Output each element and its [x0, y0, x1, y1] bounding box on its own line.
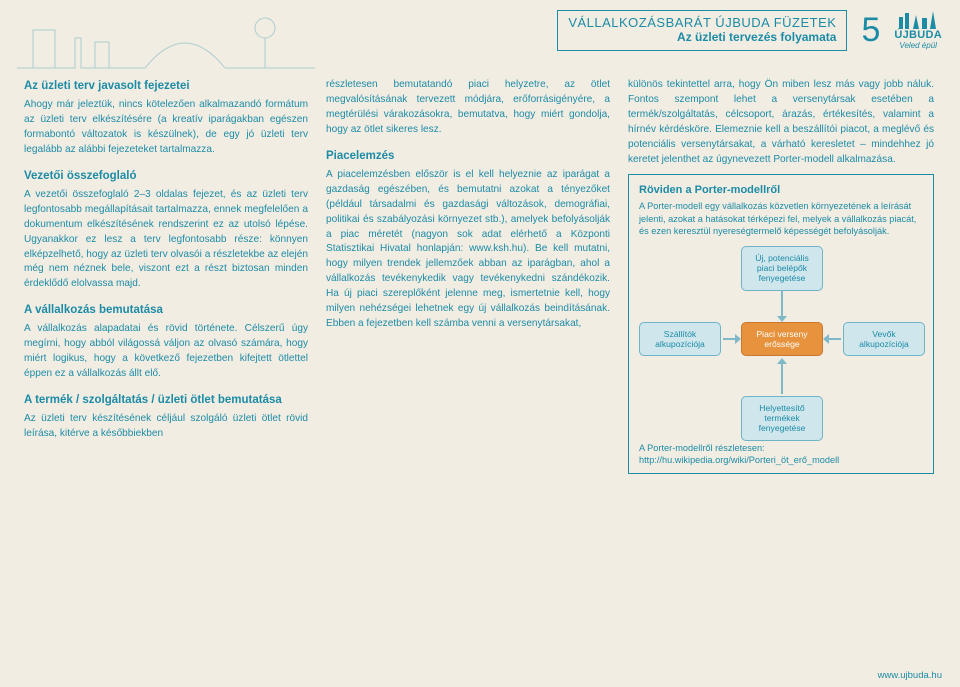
heading-market: Piacelemzés — [326, 148, 610, 165]
logo: ÚJBUDA Veled épül — [894, 11, 942, 50]
text: Ahogy már jeleztük, nincs kötelezően alk… — [24, 98, 308, 158]
porter-footer: A Porter-modellről részletesen: http://h… — [639, 442, 923, 467]
text: Az üzleti terv készítésének céljául szol… — [24, 412, 308, 442]
page-header: VÁLLALKOZÁSBARÁT ÚJBUDA FÜZETEK Az üzlet… — [557, 10, 942, 51]
page-columns: Az üzleti terv javasolt fejezetei Ahogy … — [24, 78, 936, 663]
logo-tag: Veled épül — [899, 41, 937, 50]
column-3: különös tekintettel arra, hogy Ön miben … — [628, 78, 934, 663]
text: különös tekintettel arra, hogy Ön miben … — [628, 78, 934, 168]
arrow-head-icon — [823, 334, 829, 344]
heading-product: A termék / szolgáltatás / üzleti ötlet b… — [24, 392, 308, 409]
porter-node-top: Új, potenciális piaci belépők fenyegetés… — [741, 246, 823, 291]
text: A vállalkozás alapadatai és rövid történ… — [24, 322, 308, 382]
page-number: 5 — [861, 11, 880, 50]
porter-box: Röviden a Porter-modellről A Porter-mode… — [628, 174, 934, 474]
footer-url: www.ujbuda.hu — [878, 670, 942, 681]
series-title: VÁLLALKOZÁSBARÁT ÚJBUDA FÜZETEK — [568, 15, 836, 30]
arrow-head-icon — [735, 334, 741, 344]
logo-name: ÚJBUDA — [894, 29, 942, 41]
column-2: részletesen bemutatandó piaci helyzetre,… — [326, 78, 610, 663]
series-block: VÁLLALKOZÁSBARÁT ÚJBUDA FÜZETEK Az üzlet… — [557, 10, 847, 51]
porter-node-right: Vevők alkupozíciója — [843, 322, 925, 357]
text: A vezetői összefoglaló 2–3 oldalas fejez… — [24, 188, 308, 293]
arrow-line — [781, 360, 783, 394]
porter-node-left: Szállítók alkupozíciója — [639, 322, 721, 357]
arrow-head-icon — [777, 316, 787, 322]
heading-company: A vállalkozás bemutatása — [24, 302, 308, 319]
heading-exec-summary: Vezetői összefoglaló — [24, 168, 308, 185]
heading-chapters: Az üzleti terv javasolt fejezetei — [24, 78, 308, 95]
bg-illustration — [15, 8, 335, 78]
column-1: Az üzleti terv javasolt fejezetei Ahogy … — [24, 78, 308, 663]
text: részletesen bemutatandó piaci helyzetre,… — [326, 78, 610, 138]
logo-skyline-icon — [897, 11, 939, 29]
arrow-head-icon — [777, 358, 787, 364]
porter-node-center: Piaci verseny erőssége — [741, 322, 823, 357]
porter-title: Röviden a Porter-modellről — [639, 183, 923, 198]
series-subtitle: Az üzleti tervezés folyamata — [568, 30, 836, 44]
porter-node-bottom: Helyettesítő termékek fenyegetése — [741, 396, 823, 441]
porter-intro: A Porter-modell egy vállalkozás közvetle… — [639, 200, 923, 237]
text: A piacelemzésben először is el kell hely… — [326, 168, 610, 332]
porter-diagram: Új, potenciális piaci belépők fenyegetés… — [639, 246, 923, 436]
